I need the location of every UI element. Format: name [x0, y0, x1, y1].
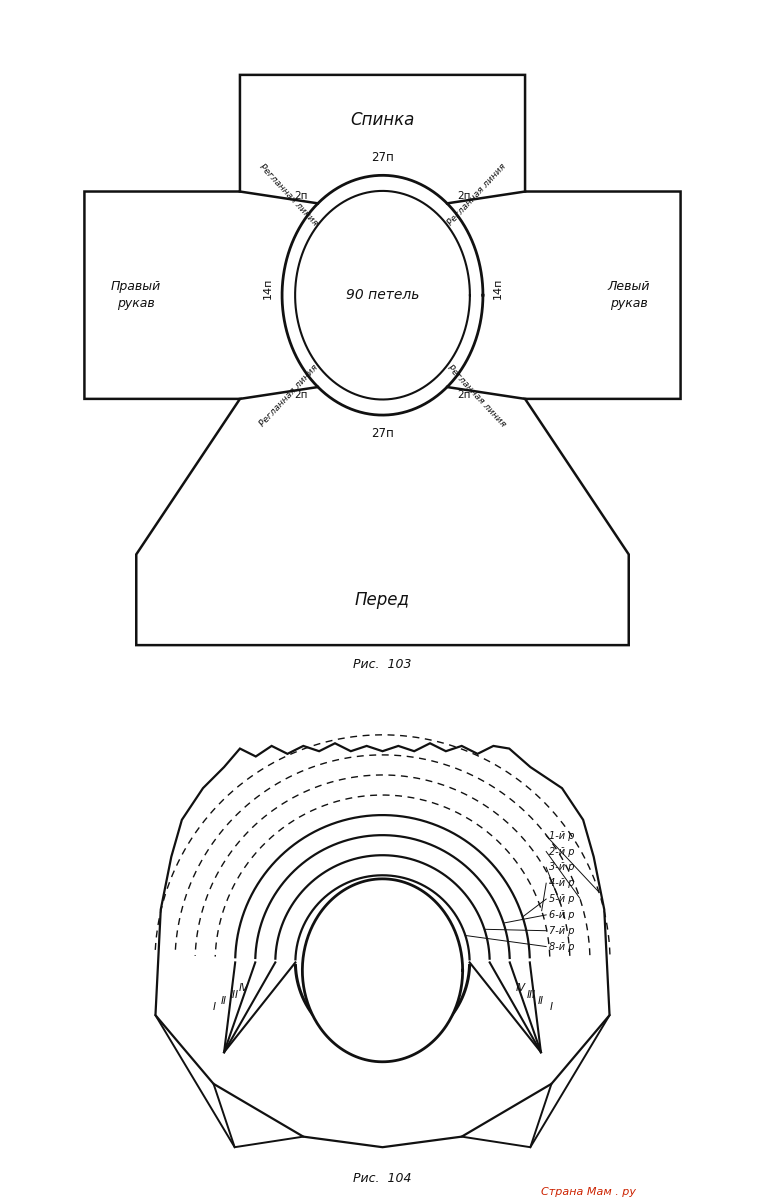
- Text: 27п: 27п: [371, 151, 394, 163]
- Ellipse shape: [302, 878, 463, 1062]
- Text: 7-й р: 7-й р: [549, 925, 575, 936]
- Text: Правый
рукав: Правый рукав: [111, 281, 161, 310]
- Text: 6-й р: 6-й р: [549, 910, 575, 920]
- Text: 14п: 14п: [262, 278, 272, 300]
- Text: 2п: 2п: [457, 390, 470, 400]
- Text: Рис.  104: Рис. 104: [353, 1172, 412, 1186]
- Text: 5-й р: 5-й р: [549, 894, 575, 904]
- Polygon shape: [155, 743, 610, 1147]
- Text: IV: IV: [239, 983, 249, 994]
- Text: II: II: [538, 996, 544, 1006]
- Text: III: III: [230, 990, 239, 1000]
- Text: 1-й р: 1-й р: [549, 830, 575, 841]
- Text: 2п: 2п: [295, 191, 308, 200]
- Text: 14п: 14п: [493, 278, 503, 300]
- Text: Регланная линия: Регланная линия: [445, 162, 507, 228]
- Text: Рис.  103: Рис. 103: [353, 658, 412, 671]
- Text: Регланная линия: Регланная линия: [445, 362, 507, 428]
- Text: Спинка: Спинка: [350, 112, 415, 130]
- Text: III: III: [526, 990, 536, 1000]
- Text: I: I: [550, 1002, 552, 1013]
- Text: 2п: 2п: [457, 191, 470, 200]
- Text: II: II: [221, 996, 227, 1006]
- Text: 27п: 27п: [371, 427, 394, 439]
- Text: I: I: [213, 1002, 215, 1013]
- Polygon shape: [84, 74, 681, 646]
- Text: IV: IV: [516, 983, 526, 994]
- Text: 2п: 2п: [295, 390, 308, 400]
- Text: 8-й р: 8-й р: [549, 942, 575, 952]
- Text: Регланная линия: Регланная линия: [258, 162, 320, 228]
- Text: 2-й р: 2-й р: [549, 846, 575, 857]
- Text: Перед: Перед: [355, 590, 410, 608]
- Text: 4-й р: 4-й р: [549, 878, 575, 888]
- Text: 3-й р: 3-й р: [549, 863, 575, 872]
- Text: Страна Мам . ру: Страна Мам . ру: [541, 1187, 636, 1198]
- Text: Левый
рукав: Левый рукав: [607, 281, 650, 310]
- Text: 90 петель: 90 петель: [346, 288, 419, 302]
- Text: Регланная линия: Регланная линия: [258, 362, 320, 428]
